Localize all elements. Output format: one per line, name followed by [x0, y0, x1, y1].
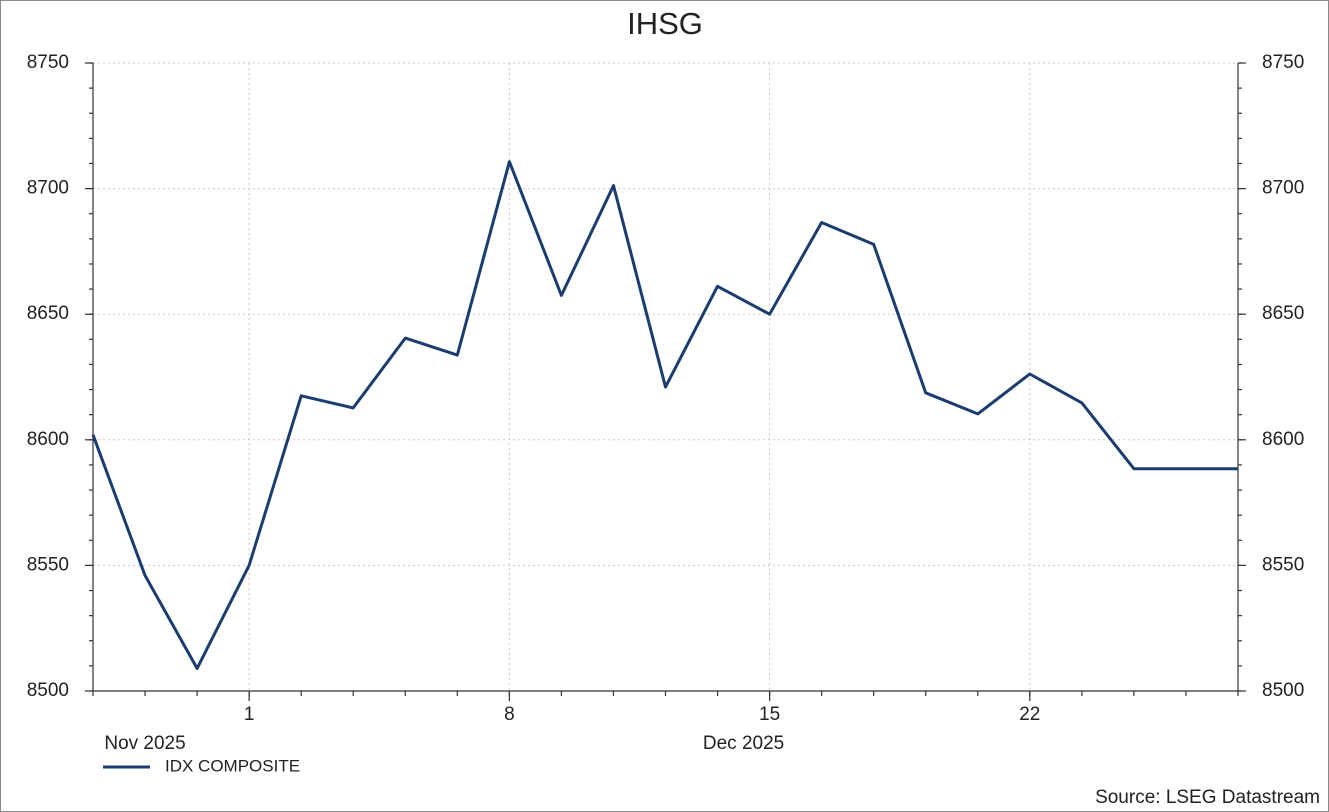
y-tick-label: 8600 [27, 429, 69, 450]
source-note: Source: LSEG Datastream [1095, 787, 1320, 808]
y2-tick-label: 8500 [1262, 680, 1304, 701]
x-tick-label: 22 [1019, 704, 1040, 725]
y-tick-label: 8700 [27, 178, 69, 199]
y2-tick-label: 8650 [1262, 303, 1304, 324]
x-tick-label: 15 [759, 704, 780, 725]
y2-tick-label: 8750 [1262, 52, 1304, 73]
month-label: Dec 2025 [703, 733, 784, 754]
y2-tick-label: 8600 [1262, 429, 1304, 450]
y-tick-label: 8550 [27, 554, 69, 575]
y-tick-label: 8500 [27, 680, 69, 701]
y-tick-label: 8650 [27, 303, 69, 324]
x-tick-label: 8 [504, 704, 515, 725]
y2-tick-label: 8550 [1262, 554, 1304, 575]
series-line [91, 160, 1238, 670]
x-tick-label: 1 [244, 704, 255, 725]
chart-title: IHSG [627, 6, 703, 41]
month-label: Nov 2025 [104, 733, 185, 754]
legend-label: IDX COMPOSITE [165, 756, 300, 775]
y2-tick-label: 8700 [1262, 178, 1304, 199]
y-tick-label: 8750 [27, 52, 69, 73]
